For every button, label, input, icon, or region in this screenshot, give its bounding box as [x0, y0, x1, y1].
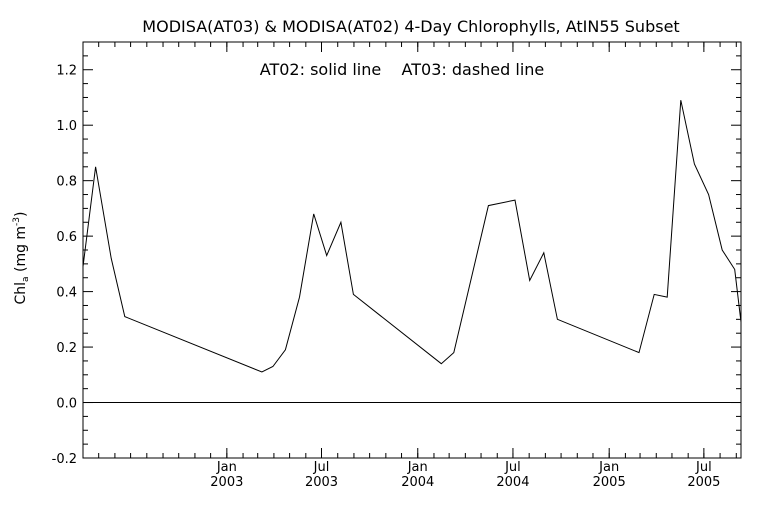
y-tick-label: 1.0 — [56, 119, 77, 134]
x-tick-label-month: Jan — [598, 460, 619, 475]
x-tick-label-year: 2005 — [687, 475, 720, 490]
series-line-at02 — [82, 100, 742, 373]
series-layer — [82, 100, 742, 373]
x-tick-label-month: Jan — [216, 460, 237, 475]
x-tick-label-year: 2003 — [210, 475, 243, 490]
x-tick-label-year: 2004 — [496, 475, 529, 490]
x-tick-label-month: Jul — [504, 460, 521, 475]
chart-title: MODISA(AT03) & MODISA(AT02) 4-Day Chloro… — [142, 17, 679, 36]
y-tick-label: 1.2 — [56, 64, 77, 79]
y-axis-label-main: Chl — [13, 282, 29, 305]
svg-text:Chla (mg m-3): Chla (mg m-3) — [12, 211, 31, 304]
x-tick-label-year: 2003 — [305, 475, 338, 490]
y-tick-label: 0.2 — [56, 341, 77, 356]
y-tick-label: 0.0 — [56, 397, 77, 412]
x-tick-label-year: 2004 — [401, 475, 434, 490]
y-tick-label: 0.8 — [56, 175, 77, 190]
y-axis-label-units: (mg m — [13, 226, 29, 277]
y-axis-label-close: ) — [13, 211, 29, 216]
x-tick-label-year: 2005 — [593, 475, 626, 490]
x-axis-ticks: Jan2003Jul2003Jan2004Jul2004Jan2005Jul20… — [98, 42, 737, 490]
x-tick-label-month: Jan — [407, 460, 428, 475]
y-axis-ticks: -0.2 0.0 0.2 0.4 0.6 0.8 1.0 1.2 — [52, 55, 741, 467]
y-tick-label: -0.2 — [52, 452, 77, 467]
y-tick-label: 0.6 — [56, 230, 77, 245]
x-tick-label-month: Jul — [695, 460, 712, 475]
series-style-annotation: AT02: solid line AT03: dashed line — [260, 60, 545, 79]
y-axis-label-superscript: -3 — [12, 217, 22, 226]
x-tick-label-month: Jul — [313, 460, 330, 475]
y-axis-label-subscript: a — [21, 276, 31, 282]
y-axis-label: Chla (mg m-3) — [12, 211, 31, 304]
plot-frame — [82, 41, 742, 459]
y-tick-label: 0.4 — [56, 286, 77, 301]
